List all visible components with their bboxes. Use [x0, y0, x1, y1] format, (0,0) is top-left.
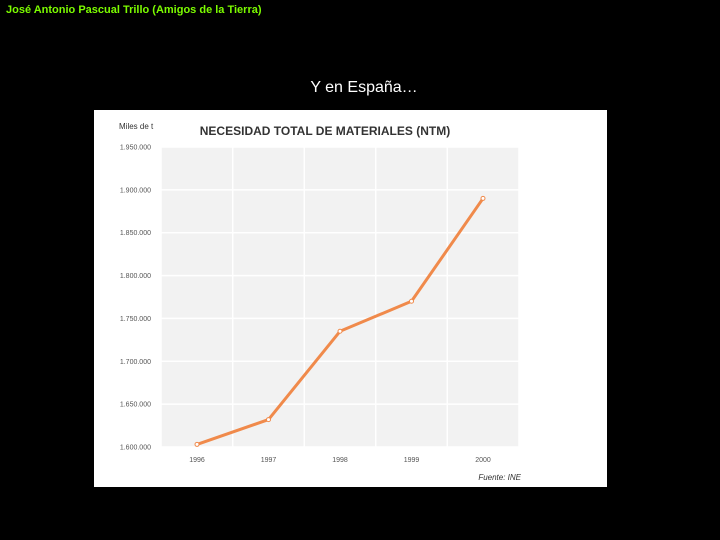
- chart-source: Fuente: INE: [478, 473, 521, 482]
- data-point: [337, 328, 343, 334]
- y-tick-label: 1.650.000: [120, 402, 151, 409]
- data-point: [266, 417, 271, 423]
- x-tick-label: 1996: [189, 457, 205, 464]
- y-tick-label: 1.950.000: [120, 145, 151, 152]
- data-point: [194, 441, 200, 447]
- y-tick-label: 1.700.000: [120, 359, 151, 366]
- y-tick-label: 1.800.000: [120, 273, 151, 280]
- y-tick-label: 1.600.000: [120, 445, 151, 452]
- y-tick-label: 1.750.000: [120, 316, 151, 323]
- data-point: [480, 195, 486, 201]
- x-tick-label: 1997: [261, 457, 277, 464]
- chart-title: NECESIDAD TOTAL DE MATERIALES (NTM): [200, 124, 450, 138]
- y-axis-label: Miles de t: [119, 122, 154, 131]
- y-tick-label: 1.850.000: [120, 230, 151, 237]
- line-chart: 1.600.000 1.650.000 1.700.000 1.750.000 1.80…: [119, 122, 522, 482]
- chart-panel: 1.600.000 1.650.000 1.700.000 1.750.000 1.80…: [94, 110, 607, 487]
- slide-title: Y en España…: [310, 79, 418, 96]
- plot-area: [161, 147, 519, 447]
- x-tick-label: 1998: [332, 457, 348, 464]
- x-tick-label: 2000: [475, 457, 491, 464]
- author-credit: José Antonio Pascual Trillo (Amigos de l…: [6, 4, 262, 16]
- data-point: [409, 298, 414, 304]
- x-tick-label: 1999: [404, 457, 420, 464]
- y-tick-label: 1.900.000: [120, 187, 151, 194]
